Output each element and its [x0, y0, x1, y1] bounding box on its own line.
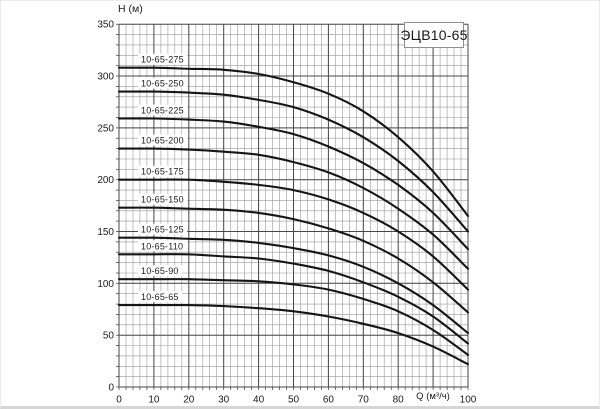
pump-curve-10-65-110 — [117, 253, 470, 345]
curve-label-bg — [138, 104, 188, 116]
y-axis-title: H (м) — [118, 3, 143, 15]
x-tick-label: 30 — [218, 395, 230, 406]
curve-label-bg — [138, 165, 188, 177]
x-axis-title: Q (м³/ч) — [416, 391, 450, 402]
pump-curve-10-65-150 — [117, 206, 470, 314]
curve-labels: 10-65-275 10-65-250 10-65-225 10-65-200 10-6… — [138, 53, 188, 303]
pump-curve-10-65-65 — [117, 303, 470, 366]
curve-label-10-65-250: 10-65-250 — [141, 79, 184, 89]
x-tick-labels: 0 10 20 30 40 50 60 70 80 100 — [116, 395, 477, 406]
curve-label-bg — [138, 265, 183, 277]
chart-title: ЭЦВ10-65 — [400, 27, 468, 43]
curve-label-bg — [138, 240, 188, 252]
pump-curve-10-65-200 — [117, 147, 470, 270]
x-tick-label: 50 — [288, 395, 300, 406]
x-tick-label: 60 — [323, 395, 335, 406]
curves — [117, 66, 470, 366]
x-tick-label: 70 — [358, 395, 370, 406]
x-tick-label: 0 — [116, 395, 122, 406]
x-tick-label: 10 — [148, 395, 160, 406]
y-tick-label: 200 — [97, 175, 114, 186]
curve-label-10-65-275: 10-65-275 — [141, 55, 184, 65]
y-tick-label: 250 — [97, 123, 114, 134]
curve-label-10-65-175: 10-65-175 — [141, 167, 184, 177]
curve-label-10-65-200: 10-65-200 — [141, 136, 184, 146]
chart-title-box: ЭЦВ10-65 — [400, 22, 467, 48]
curve-label-bg — [138, 291, 183, 303]
pump-curve-10-65-175 — [117, 178, 470, 291]
pump-curve-10-65-125 — [117, 236, 470, 335]
pump-curve-10-65-275 — [117, 66, 470, 218]
curve-label-10-65-110: 10-65-110 — [141, 241, 183, 251]
curve-label-bg — [138, 223, 188, 235]
y-tick-label: 0 — [108, 383, 114, 394]
y-tick-label: 100 — [97, 279, 114, 290]
curve-label-bg — [138, 53, 188, 65]
x-tick-label: 100 — [460, 395, 477, 406]
pump-curve-10-65-250 — [117, 90, 470, 233]
grid-major — [118, 23, 469, 388]
curve-label-10-65-150: 10-65-150 — [141, 195, 184, 205]
x-tick-label: 40 — [253, 395, 265, 406]
curve-label-bg — [138, 193, 188, 205]
x-tick-label: 20 — [183, 395, 195, 406]
curve-label-10-65-125: 10-65-125 — [141, 225, 184, 235]
curve-label-10-65-225: 10-65-225 — [141, 106, 184, 116]
y-tick-label: 50 — [103, 331, 115, 342]
y-tick-label: 300 — [97, 72, 114, 83]
x-tick-label: 80 — [393, 395, 405, 406]
curve-label-10-65-65: 10-65-65 — [141, 292, 179, 302]
y-tick-label: 350 — [97, 20, 114, 31]
y-tick-label: 150 — [97, 227, 114, 238]
curve-label-10-65-90: 10-65-90 — [141, 266, 179, 276]
curve-label-bg — [138, 77, 188, 89]
y-tick-labels: 0 50 100 150 200 250 300 350 — [97, 20, 114, 394]
pump-curve-10-65-90 — [117, 278, 470, 356]
pump-curve-10-65-225 — [117, 117, 470, 251]
curve-label-bg — [138, 134, 188, 146]
